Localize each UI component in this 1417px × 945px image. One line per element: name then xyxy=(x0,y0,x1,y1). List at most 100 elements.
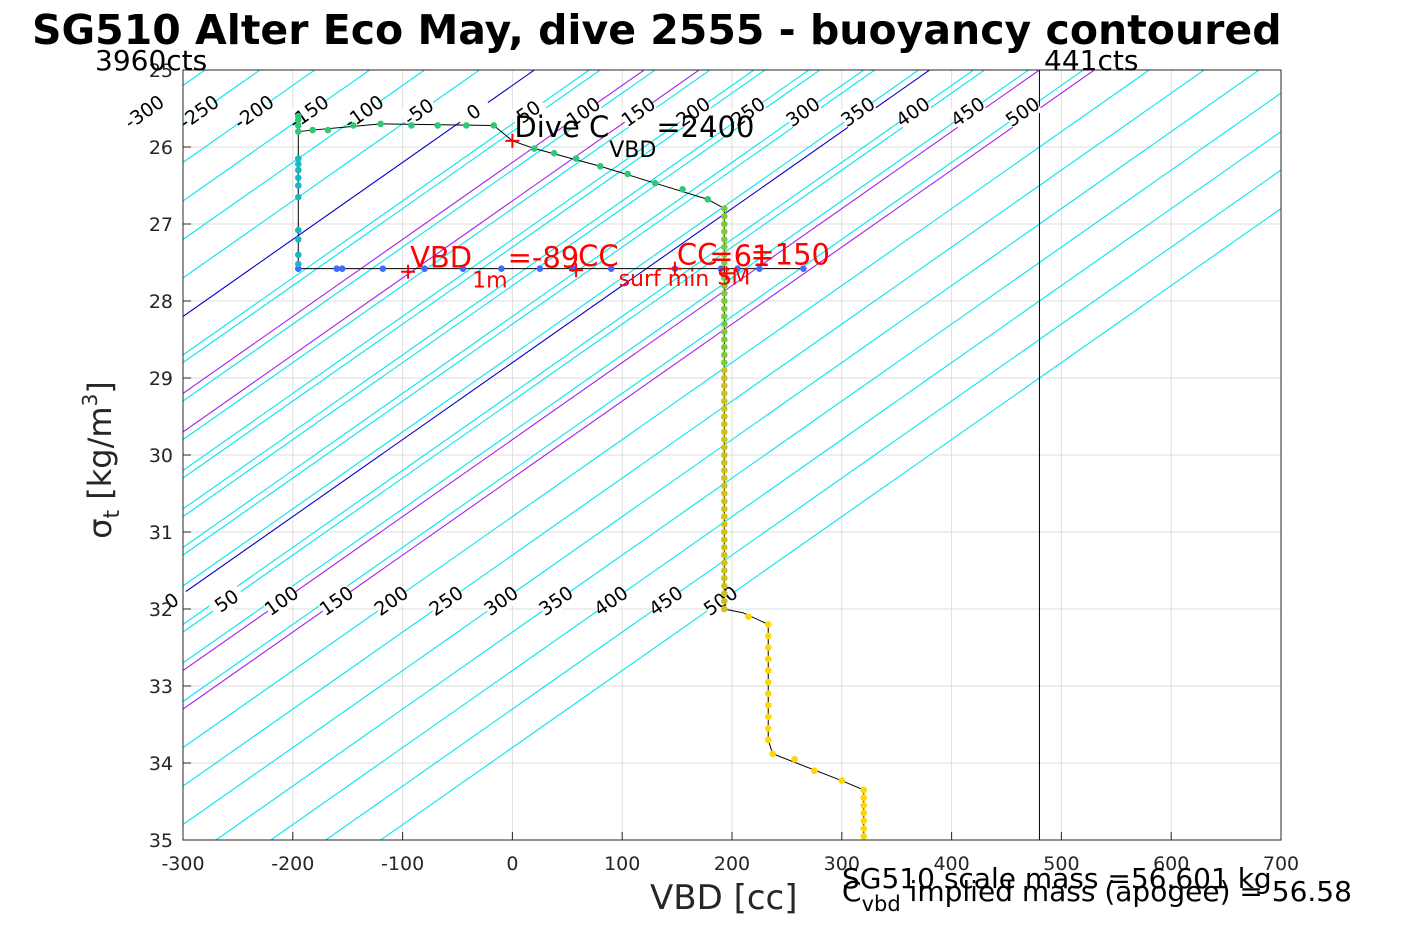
upper-contour-label-bg xyxy=(892,92,933,131)
lower-contour-line xyxy=(183,70,821,518)
data-point xyxy=(860,786,868,794)
data-point xyxy=(721,374,728,382)
lower-contour-label-bg xyxy=(535,581,576,620)
data-point xyxy=(721,482,728,490)
lower-contour-label-bg xyxy=(425,581,467,620)
lower-contour-label-bg xyxy=(700,581,741,620)
implied-mass-subscript: vbd xyxy=(861,892,901,916)
upper-contour-line xyxy=(183,70,920,587)
upper-contour-line xyxy=(183,70,755,472)
data-point xyxy=(721,567,728,574)
y-tick-label: 32 xyxy=(149,599,173,621)
lower-contour-line xyxy=(183,70,766,479)
data-point xyxy=(721,428,728,436)
marker-label-value: =61 xyxy=(709,239,770,273)
data-point xyxy=(651,179,659,187)
left-counts-label: 3960cts xyxy=(95,44,208,77)
y-axis-subscript: t xyxy=(100,509,125,519)
data-point xyxy=(294,128,302,135)
y-axis-close: ] xyxy=(81,381,119,394)
data-point xyxy=(309,126,316,134)
upper-contour-label-bg xyxy=(562,92,604,131)
lower-contour-line xyxy=(183,70,1041,672)
data-point xyxy=(294,182,302,189)
data-point xyxy=(721,259,728,266)
data-point xyxy=(333,265,341,272)
data-point xyxy=(811,767,818,774)
marker-label-main: CC xyxy=(677,238,718,272)
data-point xyxy=(294,260,302,268)
data-point xyxy=(624,170,631,178)
data-point xyxy=(721,243,728,251)
lower-contour-label-bg xyxy=(151,581,192,620)
marker-label-sub: SM xyxy=(717,266,750,291)
data-point xyxy=(498,265,505,272)
data-point xyxy=(764,736,772,744)
data-point xyxy=(421,265,428,272)
data-point xyxy=(769,750,776,758)
data-point xyxy=(721,474,728,482)
x-axis-label: VBD [cc] xyxy=(650,878,798,918)
data-point xyxy=(294,166,302,174)
lower-contour-line xyxy=(183,70,1096,710)
data-point xyxy=(294,112,302,120)
data-point xyxy=(721,343,728,351)
data-point xyxy=(721,236,728,243)
data-point xyxy=(704,196,712,203)
data-point xyxy=(721,228,728,235)
lower-contour-label-bg xyxy=(590,581,631,620)
lower-contour-line xyxy=(214,92,1281,840)
implied-mass-value: implied mass (apogee) = 56.58 xyxy=(900,875,1352,908)
lower-contour-label-bg xyxy=(480,581,522,620)
data-point xyxy=(721,497,728,505)
data-point xyxy=(721,590,728,597)
upper-contour-line xyxy=(183,70,975,626)
lower-contour-line xyxy=(183,70,602,364)
data-point xyxy=(721,582,728,590)
y-tick-label: 31 xyxy=(149,522,173,544)
data-point xyxy=(550,149,558,157)
x-tick-label: -300 xyxy=(161,853,204,875)
marker-label-value: =-89 xyxy=(508,241,580,275)
upper-contour-label-bg xyxy=(453,92,494,131)
data-point xyxy=(721,513,728,520)
marker-label: CCsurf min=61 xyxy=(578,239,770,292)
upper-contour-label-bg xyxy=(947,92,988,131)
upper-contour-line xyxy=(183,70,810,510)
data-point xyxy=(531,145,538,152)
data-point xyxy=(717,265,725,272)
lower-contour-line xyxy=(324,169,1281,840)
x-tick-label: 200 xyxy=(714,853,750,875)
upper-contour-line xyxy=(183,70,481,279)
data-point xyxy=(607,265,615,272)
upper-contour-line xyxy=(183,70,371,202)
upper-contour-line xyxy=(183,70,591,356)
contour-lines xyxy=(183,70,1281,840)
data-point xyxy=(338,265,346,272)
implied-mass-text: Cvbd implied mass (apogee) = 56.58 xyxy=(842,875,1352,916)
upper-contour-label-bg xyxy=(672,92,714,131)
upper-contour-label-bg xyxy=(178,92,220,131)
data-point xyxy=(764,713,772,721)
data-point xyxy=(721,390,728,397)
data-point xyxy=(721,220,728,228)
marker-label-sub: 1m xyxy=(472,269,507,294)
data-point xyxy=(294,226,302,234)
data-points xyxy=(294,112,868,840)
upper-contour-label-bg xyxy=(398,92,439,131)
data-point xyxy=(721,328,728,336)
upper-contour-line xyxy=(183,70,536,318)
data-point xyxy=(764,725,772,732)
data-point xyxy=(860,802,868,809)
data-point xyxy=(721,574,728,582)
upper-contour-label-bg xyxy=(343,92,384,131)
data-point xyxy=(349,122,357,129)
data-point xyxy=(721,605,728,613)
marker-label-sub: surf min xyxy=(619,267,710,292)
data-point xyxy=(377,120,384,128)
x-tick-label: 500 xyxy=(1043,853,1079,875)
x-tick-label: 600 xyxy=(1153,853,1189,875)
data-point xyxy=(764,690,772,697)
data-point xyxy=(860,809,868,817)
data-point xyxy=(764,621,772,628)
